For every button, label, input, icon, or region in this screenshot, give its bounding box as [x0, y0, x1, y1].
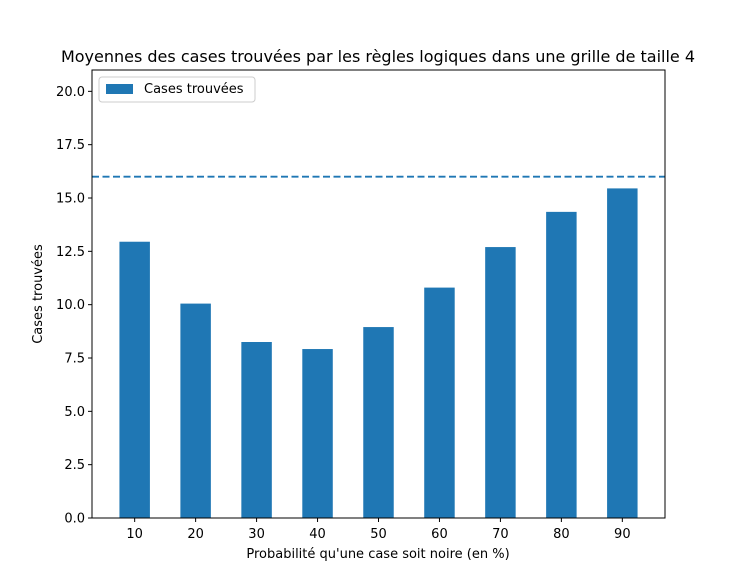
bar	[119, 241, 150, 518]
x-tick-label: 40	[309, 527, 326, 542]
bar-series	[119, 188, 638, 519]
x-tick-label: 10	[126, 527, 143, 542]
y-tick-label: 0.0	[64, 512, 85, 527]
y-tick-label: 5.0	[64, 405, 85, 420]
y-tick-label: 15.0	[56, 192, 85, 207]
x-tick-label: 50	[370, 527, 387, 542]
y-tick-label: 12.5	[56, 245, 85, 260]
bar	[485, 247, 516, 519]
bar	[607, 188, 638, 518]
bar	[302, 349, 333, 518]
legend-box	[98, 76, 256, 103]
y-tick-label: 17.5	[56, 138, 85, 153]
bar	[546, 211, 577, 518]
y-tick-label: 20.0	[56, 85, 85, 100]
y-tick-label: 10.0	[56, 298, 85, 313]
bar	[241, 342, 272, 518]
legend-label: Cases trouvées	[144, 82, 244, 97]
y-axis-ticks: 0.0 2.5 5.0 7.5 10.0 12.5 15.0 17.5 20.0	[56, 85, 92, 527]
bar	[363, 327, 394, 518]
x-tick-label: 60	[431, 527, 448, 542]
bar	[180, 303, 211, 518]
x-tick-label: 30	[248, 527, 265, 542]
x-tick-label: 20	[187, 527, 204, 542]
legend-swatch	[106, 84, 133, 94]
x-axis-ticks: 10 20 30 40 50 60 70 80 90	[126, 518, 631, 542]
y-tick-label: 7.5	[64, 352, 85, 367]
bar	[424, 287, 455, 518]
x-tick-label: 80	[553, 527, 570, 542]
x-tick-label: 90	[614, 527, 631, 542]
y-tick-label: 2.5	[64, 458, 85, 473]
plot-frame	[91, 69, 666, 519]
legend: Cases trouvées	[98, 76, 256, 103]
x-tick-label: 70	[492, 527, 509, 542]
chart-title: Moyennes des cases trouvées par les règl…	[61, 47, 695, 66]
y-axis-label: Cases trouvées	[31, 244, 46, 344]
x-axis-label: Probabilité qu'une case soit noire (en %…	[246, 547, 509, 562]
